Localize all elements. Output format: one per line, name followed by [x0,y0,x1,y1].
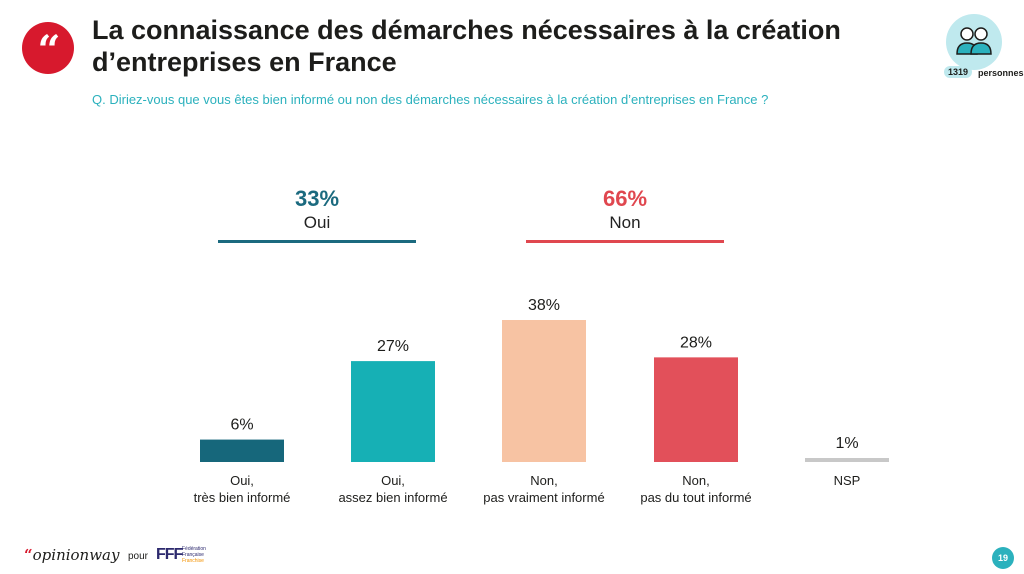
page-number: 19 [992,547,1014,569]
category-label: pas vraiment informé [483,490,604,505]
bar-2 [502,320,586,462]
group-yes-percent: 33% [294,186,340,211]
category-label: pas du tout informé [640,490,751,505]
category-label: Non, [682,473,709,488]
category-label: très bien informé [194,490,291,505]
group-yes-summary: 33% Oui [218,186,416,243]
footer-pour-text: pour [128,551,149,562]
group-no-summary: 66% Non [526,186,724,243]
page-title: La connaissance des démarches nécessaire… [92,14,912,78]
group-yes-label: Oui [303,213,331,232]
group-no-label: Non [609,213,641,232]
sample-size-badge: 1319 personnes [938,14,1024,86]
category-label: NSP [834,473,861,488]
category-label: Non, [530,473,557,488]
category-label: assez bien informé [338,490,447,505]
bar-value-label: 6% [230,417,253,434]
bar-value-label: 38% [528,297,560,314]
opinionway-logo: “opinionway [24,546,120,564]
quote-badge-icon: “ [22,22,74,74]
fff-logo: FFF [156,546,183,563]
bar-4 [805,458,889,462]
category-label: Oui, [381,473,405,488]
bar-value-label: 1% [835,435,858,452]
group-no-underline [526,240,724,243]
title-line-1: La connaissance des démarches nécessaire… [92,15,841,45]
bar-1 [351,361,435,462]
bar-0 [200,439,284,462]
bar-3 [654,357,738,462]
bar-value-label: 27% [377,338,409,355]
bar-value-label: 28% [680,334,712,351]
title-line-2: d’entreprises en France [92,47,397,77]
fff-logo-text: Fédération Française Franchise [182,546,206,564]
survey-question: Q. Diriez-vous que vous êtes bien inform… [92,92,769,107]
people-icon [946,14,1002,70]
group-no-percent: 66% [602,186,648,211]
category-label: Oui, [230,473,254,488]
sample-count: 1319 [944,66,973,78]
group-yes-underline [218,240,416,243]
sample-label: personnes [978,68,1024,78]
